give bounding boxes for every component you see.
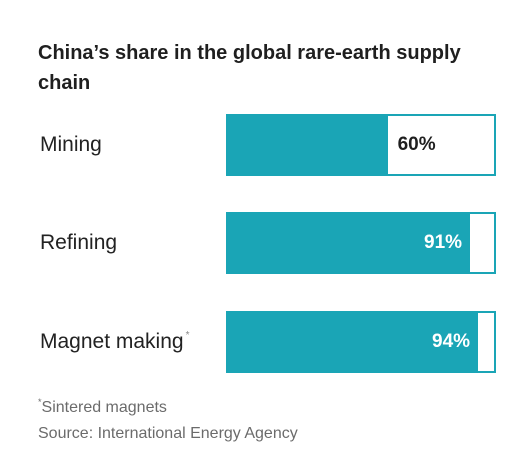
- bar-row-mining: Mining 60%: [38, 114, 498, 176]
- bar-mining: [228, 116, 388, 174]
- bar-track: 91%: [226, 212, 496, 274]
- footnote-note: *Sintered magnets: [38, 397, 167, 417]
- bar-magnet-making: [228, 313, 479, 371]
- category-label-text: Magnet making: [40, 330, 184, 353]
- footnote-marker: *: [38, 397, 42, 407]
- category-label: Mining: [40, 114, 102, 176]
- data-label-refining: 91%: [424, 232, 463, 253]
- category-label: Magnet making *: [40, 311, 189, 373]
- bar-refining: [228, 214, 471, 272]
- source-note: Source: International Energy Agency: [38, 425, 298, 442]
- category-label-text: Mining: [40, 133, 102, 156]
- category-label-text: Refining: [40, 231, 118, 254]
- footnote-marker: *: [185, 330, 190, 341]
- data-label-magnet-making: 94%: [432, 331, 471, 352]
- chart-title: China’s share in the global rare-earth s…: [38, 42, 461, 94]
- bar-track: 94%: [226, 311, 496, 373]
- data-label-mining: 60%: [397, 134, 436, 155]
- bar-row-magnet-making: Magnet making * 94%: [38, 311, 498, 373]
- category-label: Refining: [40, 212, 117, 274]
- bar-row-refining: Refining 91%: [38, 212, 498, 274]
- bar-track: 60%: [226, 114, 496, 176]
- footnote-text: Sintered magnets: [41, 399, 167, 416]
